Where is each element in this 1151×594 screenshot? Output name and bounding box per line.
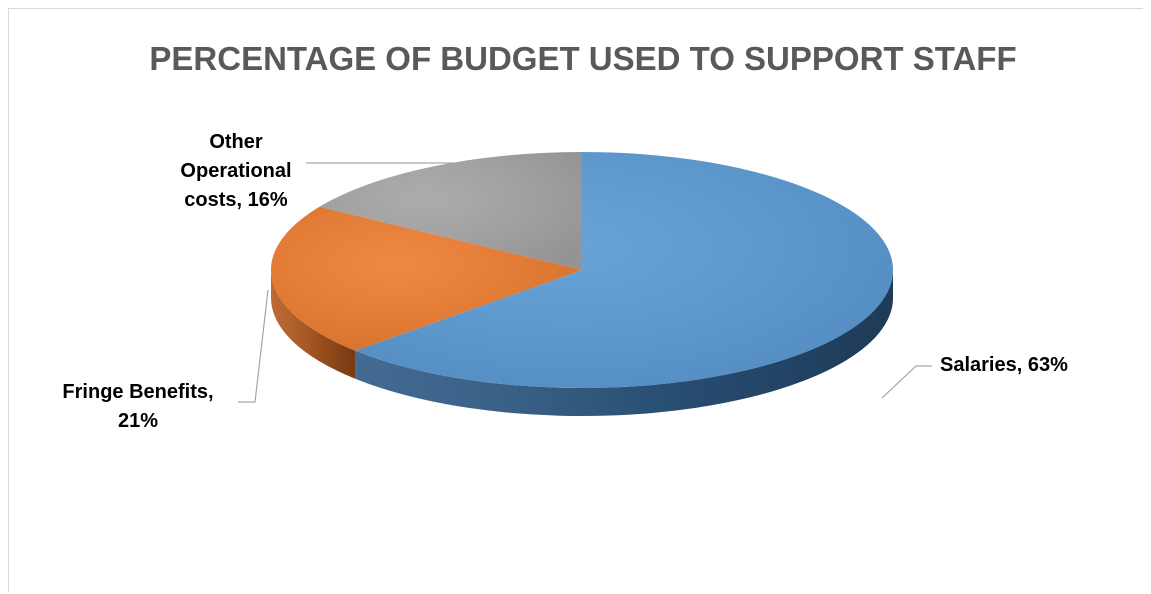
- pie-slice-shade-other-operational-costs: [319, 152, 582, 270]
- chart-title: PERCENTAGE OF BUDGET USED TO SUPPORT STA…: [149, 40, 1016, 77]
- data-label-salaries: Salaries, 63%: [940, 354, 1068, 376]
- data-label-line: costs, 16%: [184, 189, 288, 211]
- pie-tops: [271, 152, 894, 389]
- pie-side-shade-salaries: [355, 270, 893, 417]
- data-label-line: Other: [209, 131, 263, 153]
- data-label-fringe-benefits: Fringe Benefits, 21%: [62, 381, 213, 432]
- data-label-line: 21%: [118, 410, 158, 432]
- pie-sides: [271, 270, 893, 417]
- chart-frame: [8, 8, 1143, 592]
- pie-slice-shade-salaries: [355, 152, 894, 389]
- pie-side-shade-fringe-benefits: [271, 270, 356, 379]
- data-label-line: Operational: [180, 160, 291, 182]
- label-leaders: [238, 162, 932, 403]
- data-label-line: Salaries, 63%: [940, 354, 1068, 376]
- data-label-line: Fringe Benefits,: [62, 381, 213, 403]
- pie-slice-shade-fringe-benefits: [271, 206, 582, 351]
- data-labels: Salaries, 63% Fringe Benefits, 21% Other Ope…: [62, 131, 1068, 432]
- data-label-other-operational-costs: Other Operational costs, 16%: [180, 131, 291, 211]
- leader-line-salaries: [881, 365, 932, 399]
- leader-line-fringe-benefits: [238, 289, 269, 403]
